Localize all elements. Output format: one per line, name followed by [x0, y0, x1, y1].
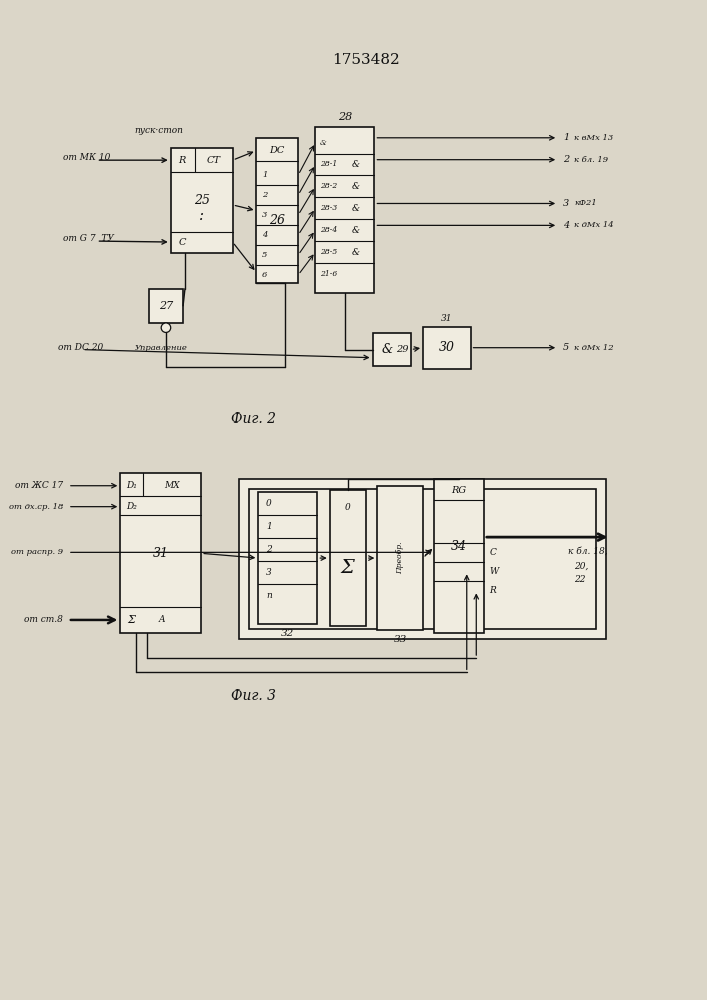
Text: &: & [320, 139, 327, 147]
Text: кФ21: кФ21 [574, 199, 597, 207]
Text: Управление: Управление [134, 344, 187, 352]
Text: 2: 2 [563, 155, 569, 164]
Bar [120, 473, 201, 633]
Text: &: & [351, 182, 360, 191]
Text: Σ: Σ [128, 615, 136, 625]
Text: пуск·стоп: пуск·стоп [134, 126, 183, 135]
Text: от ЖС 17: от ЖС 17 [15, 481, 63, 490]
Text: RG: RG [452, 486, 467, 495]
Text: Фиг. 2: Фиг. 2 [231, 412, 276, 426]
Text: n: n [266, 591, 271, 600]
Bar [423, 327, 471, 369]
Circle shape [161, 323, 170, 332]
Text: 3: 3 [262, 211, 267, 219]
Text: к бл. 18,: к бл. 18, [568, 547, 607, 556]
Text: &: & [351, 204, 360, 213]
Text: 30: 30 [439, 341, 455, 354]
Text: R: R [178, 156, 186, 165]
Text: 34: 34 [451, 540, 467, 553]
Text: 0: 0 [266, 499, 271, 508]
Text: к вМх 13: к вМх 13 [574, 134, 614, 142]
Text: 20,: 20, [574, 561, 589, 570]
Bar [373, 333, 411, 366]
Text: к дМх 12: к дМх 12 [574, 344, 614, 352]
Text: 29: 29 [397, 345, 409, 354]
Text: 28-2: 28-2 [320, 182, 337, 190]
Text: 1: 1 [563, 133, 569, 142]
Text: C: C [490, 548, 496, 557]
Bar [258, 492, 317, 624]
Text: A: A [158, 615, 165, 624]
Text: к бл. 19: к бл. 19 [574, 156, 609, 164]
Text: 33: 33 [394, 635, 407, 644]
Text: 3: 3 [563, 199, 569, 208]
Text: 6: 6 [262, 271, 267, 279]
Text: от ст.8: от ст.8 [24, 615, 63, 624]
Text: 28-1: 28-1 [320, 160, 337, 168]
Text: 4: 4 [563, 221, 569, 230]
Text: от DC 20: от DC 20 [59, 343, 104, 352]
Text: 2: 2 [266, 545, 271, 554]
Text: 2: 2 [262, 191, 267, 199]
Text: 28-3: 28-3 [320, 204, 337, 212]
Text: 32: 32 [281, 629, 294, 638]
Bar [315, 127, 375, 293]
Text: &: & [351, 226, 360, 235]
Text: 5: 5 [262, 251, 267, 259]
Text: 28-5: 28-5 [320, 248, 337, 256]
Text: от распр. 9: от распр. 9 [11, 548, 63, 556]
Text: &: & [351, 248, 360, 257]
Text: D₂: D₂ [127, 502, 137, 511]
Text: 1753482: 1753482 [332, 53, 399, 67]
Text: Σ: Σ [341, 559, 355, 577]
Text: &: & [351, 160, 360, 169]
Text: 27: 27 [159, 301, 173, 311]
Text: от дх.ср. 18: от дх.ср. 18 [8, 503, 63, 511]
Bar [148, 289, 183, 323]
Text: Фиг. 3: Фиг. 3 [231, 689, 276, 703]
Text: от МК 10: от МК 10 [63, 153, 110, 162]
Bar [249, 489, 596, 629]
Text: 0: 0 [345, 503, 351, 512]
Text: 31: 31 [441, 314, 452, 323]
Bar [257, 138, 298, 283]
Text: DC: DC [269, 146, 285, 155]
Text: D₁: D₁ [127, 481, 137, 490]
Text: к дМх 14: к дМх 14 [574, 221, 614, 229]
Text: 25: 25 [194, 194, 210, 207]
Bar [434, 479, 484, 633]
Text: 22: 22 [574, 575, 586, 584]
Text: MX: MX [164, 481, 180, 490]
Text: W: W [490, 567, 499, 576]
Text: R: R [490, 586, 496, 595]
Text: CT: CT [206, 156, 221, 165]
Text: 31: 31 [153, 547, 169, 560]
Text: :: : [199, 209, 204, 223]
Text: 5: 5 [563, 343, 569, 352]
Bar [329, 490, 366, 626]
Text: от G 7  ТУ: от G 7 ТУ [63, 234, 114, 243]
Text: 3: 3 [266, 568, 271, 577]
Text: &: & [381, 343, 392, 356]
Text: 4: 4 [262, 231, 267, 239]
Text: C: C [178, 238, 186, 247]
Bar [378, 486, 423, 630]
Text: 28-4: 28-4 [320, 226, 337, 234]
Bar [239, 479, 606, 639]
Text: 26: 26 [269, 214, 286, 227]
Bar [170, 148, 233, 253]
Text: 28: 28 [338, 112, 352, 122]
Text: Преобр.: Преобр. [396, 542, 404, 574]
Text: 1: 1 [262, 171, 267, 179]
Text: 1: 1 [266, 522, 271, 531]
Text: 21-6: 21-6 [320, 270, 337, 278]
